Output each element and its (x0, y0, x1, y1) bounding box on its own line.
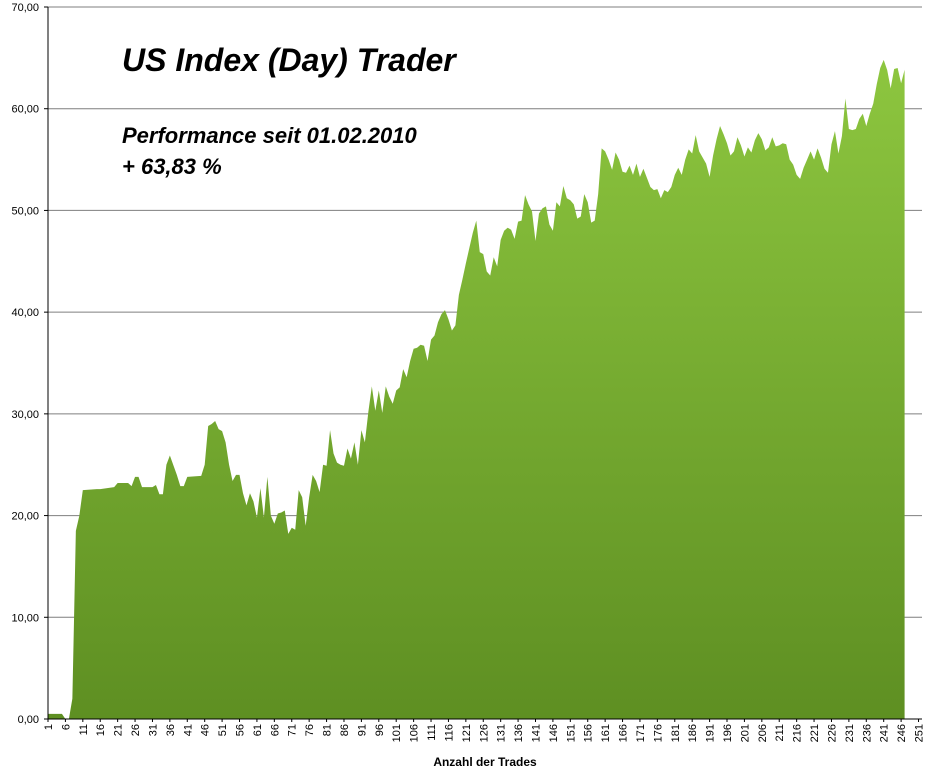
x-tick-label: 231 (844, 724, 856, 742)
y-tick-label: 20,00 (11, 511, 39, 523)
x-tick-label: 41 (182, 724, 194, 736)
x-tick-label: 21 (113, 724, 125, 736)
x-tick-label: 11 (78, 724, 90, 735)
x-tick-label: 26 (130, 724, 142, 736)
x-tick-label: 71 (287, 724, 299, 736)
x-tick-label: 126 (478, 724, 490, 742)
x-tick-label: 151 (565, 724, 577, 742)
x-tick-label: 156 (583, 724, 595, 742)
x-tick-label: 241 (879, 724, 891, 742)
x-tick-label: 191 (705, 724, 717, 742)
y-tick-label: 70,00 (11, 2, 39, 14)
x-tick-label: 226 (826, 724, 838, 742)
x-tick-label: 116 (443, 724, 455, 742)
x-tick-label: 96 (374, 724, 386, 736)
x-tick-label: 111 (426, 724, 438, 741)
x-tick-label: 166 (618, 724, 630, 742)
performance-area (48, 59, 905, 719)
x-tick-label: 251 (914, 724, 926, 742)
x-tick-label: 171 (635, 724, 647, 742)
x-tick-label: 86 (339, 724, 351, 736)
x-tick-label: 131 (496, 724, 508, 742)
x-tick-label: 66 (269, 724, 281, 736)
x-axis-title: Anzahl der Trades (433, 755, 537, 769)
x-tick-label: 136 (513, 724, 525, 742)
x-tick-label: 101 (391, 724, 403, 742)
y-tick-label: 50,00 (11, 205, 39, 217)
y-tick-label: 40,00 (11, 307, 39, 319)
x-tick-label: 46 (200, 724, 212, 736)
x-tick-label: 6 (60, 724, 72, 730)
x-tick-label: 106 (409, 724, 421, 742)
x-tick-label: 91 (356, 724, 368, 736)
x-tick-label: 61 (252, 724, 264, 736)
x-tick-label: 186 (687, 724, 699, 742)
chart-title: US Index (Day) Trader (122, 42, 456, 78)
x-tick-label: 146 (548, 724, 560, 742)
y-tick-label: 0,00 (18, 714, 39, 726)
x-tick-label: 236 (861, 724, 873, 742)
x-tick-label: 176 (652, 724, 664, 742)
y-tick-label: 10,00 (11, 612, 39, 624)
y-tick-label: 60,00 (11, 104, 39, 116)
subtitle-performance-value: + 63,83 % (122, 154, 222, 179)
x-tick-label: 161 (600, 724, 612, 742)
x-tick-label: 81 (322, 724, 334, 736)
x-tick-label: 206 (757, 724, 769, 742)
x-tick-label: 56 (235, 724, 247, 736)
x-tick-label: 36 (165, 724, 177, 736)
x-tick-label: 216 (792, 724, 804, 742)
x-tick-label: 141 (530, 724, 542, 742)
x-tick-label: 221 (809, 724, 821, 742)
x-tick-label: 121 (461, 724, 473, 742)
y-tick-label: 30,00 (11, 409, 39, 421)
chart-subtitle: Performance seit 01.02.2010 + 63,83 % (122, 120, 417, 182)
x-tick-label: 16 (95, 724, 107, 736)
x-tick-label: 246 (896, 724, 908, 742)
x-tick-label: 181 (670, 724, 682, 742)
x-tick-label: 211 (774, 724, 786, 742)
subtitle-performance-since: Performance seit 01.02.2010 (122, 123, 417, 148)
x-tick-label: 76 (304, 724, 316, 736)
x-tick-label: 51 (217, 724, 229, 736)
x-tick-label: 31 (147, 724, 159, 736)
x-tick-label: 196 (722, 724, 734, 742)
x-tick-label: 1 (43, 724, 55, 730)
x-tick-label: 201 (739, 724, 751, 742)
